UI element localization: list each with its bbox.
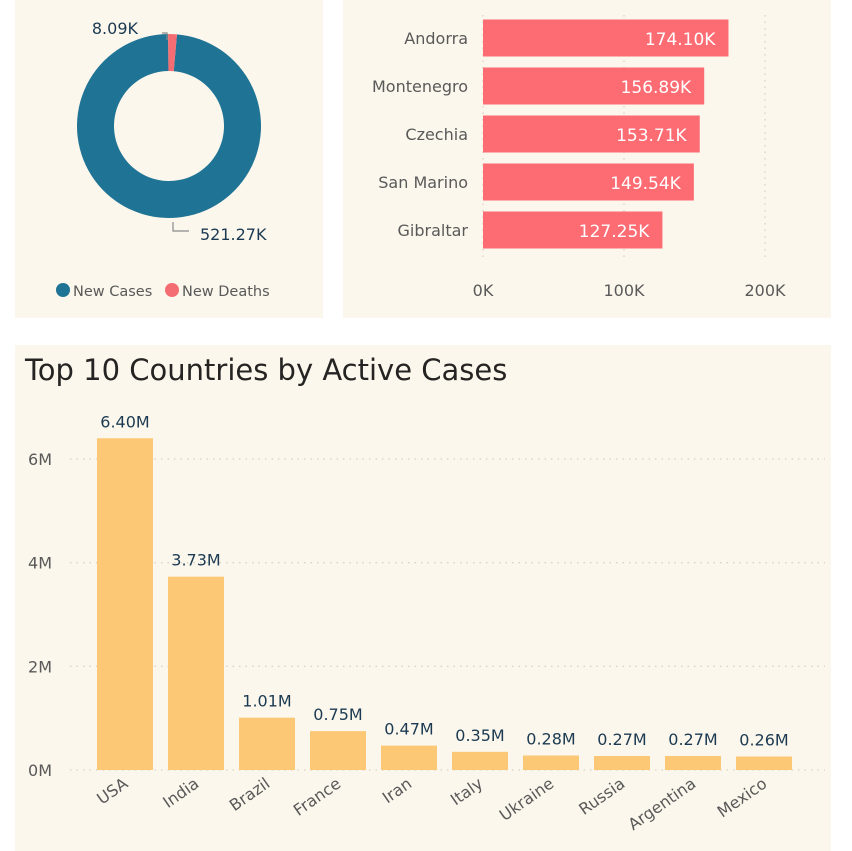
vertical-bar-chart-panel: Top 10 Countries by Active Cases 0M 2M 4M 6… xyxy=(15,345,831,851)
data-label: 6.40M xyxy=(100,412,149,431)
category-label: San Marino xyxy=(378,173,468,192)
bar-brazil xyxy=(239,717,295,770)
bar-iran xyxy=(381,745,437,770)
leader-line-new-cases xyxy=(172,222,189,232)
data-label: 156.89K xyxy=(621,78,692,98)
data-label: 1.01M xyxy=(242,692,291,711)
category-label: Ukraine xyxy=(496,774,558,825)
bar-usa xyxy=(97,438,153,770)
bar-andorra xyxy=(483,19,729,57)
category-label: Iran xyxy=(379,774,415,807)
legend-new-cases-marker xyxy=(56,283,70,297)
chart-title: Top 10 Countries by Active Cases xyxy=(24,353,507,387)
donut-chart: 8.09K 521.27K New Cases New Deaths xyxy=(56,19,270,300)
category-label: Mexico xyxy=(714,774,771,822)
bar-france xyxy=(310,731,366,770)
y-tick-label: 4M xyxy=(28,554,52,573)
category-label: Argentina xyxy=(624,774,699,834)
y-tick-label: 0M xyxy=(28,761,52,780)
legend-new-cases-label: New Cases xyxy=(73,284,152,300)
category-label: India xyxy=(159,774,202,812)
bar-russia xyxy=(594,756,650,770)
category-label: Brazil xyxy=(226,774,273,815)
y-tick-label: 6M xyxy=(28,450,52,469)
bar-gibraltar xyxy=(483,211,663,249)
category-label: Russia xyxy=(575,774,628,819)
horizontal-bar-chart: 0K 100K 200K Andorra 174.10K Montenegro 156.89… xyxy=(372,15,786,300)
category-label: Andorra xyxy=(404,29,468,48)
data-label: 0.28M xyxy=(526,729,575,748)
x-tick-label: 0K xyxy=(473,281,494,300)
data-label: 0.27M xyxy=(668,730,717,749)
data-label: 0.26M xyxy=(739,731,788,750)
donut-chart-panel: 8.09K 521.27K New Cases New Deaths xyxy=(15,0,323,318)
category-label: Italy xyxy=(447,774,486,809)
bar-argentina xyxy=(665,756,721,770)
category-label: Montenegro xyxy=(372,77,468,96)
category-label: USA xyxy=(93,774,131,809)
data-label-new-deaths: 8.09K xyxy=(92,19,139,38)
data-label: 0.75M xyxy=(313,705,362,724)
data-label: 0.35M xyxy=(455,726,504,745)
data-label-new-cases: 521.27K xyxy=(200,225,267,244)
legend-new-deaths-label: New Deaths xyxy=(182,284,270,300)
vertical-bar-chart: Top 10 Countries by Active Cases 0M 2M 4M 6… xyxy=(24,353,825,834)
donut-slice-new-deaths xyxy=(168,34,177,72)
x-tick-label: 100K xyxy=(603,281,645,300)
data-label: 127.25K xyxy=(579,222,650,242)
y-tick-label: 2M xyxy=(28,657,52,676)
bar-mexico xyxy=(736,756,792,770)
bar-san-marino xyxy=(483,163,694,201)
data-label: 0.47M xyxy=(384,720,433,739)
bar-india xyxy=(168,576,224,770)
data-label: 153.71K xyxy=(616,126,687,146)
leader-line-new-deaths xyxy=(162,32,168,40)
category-label: France xyxy=(290,774,344,820)
horizontal-bar-chart-panel: 0K 100K 200K Andorra 174.10K Montenegro 156.89… xyxy=(343,0,831,318)
legend-new-deaths-marker xyxy=(165,283,179,297)
data-label: 149.54K xyxy=(610,174,681,194)
bar-italy xyxy=(452,751,508,770)
data-label: 174.10K xyxy=(645,30,716,50)
category-label: Czechia xyxy=(405,125,468,144)
bar-czechia xyxy=(483,115,700,153)
bar-montenegro xyxy=(483,67,705,105)
category-label: Gibraltar xyxy=(398,221,469,240)
donut-slice-new-cases xyxy=(76,34,261,218)
data-label: 0.27M xyxy=(597,730,646,749)
data-label: 3.73M xyxy=(171,551,220,570)
x-tick-label: 200K xyxy=(744,281,786,300)
bar-ukraine xyxy=(523,755,579,770)
